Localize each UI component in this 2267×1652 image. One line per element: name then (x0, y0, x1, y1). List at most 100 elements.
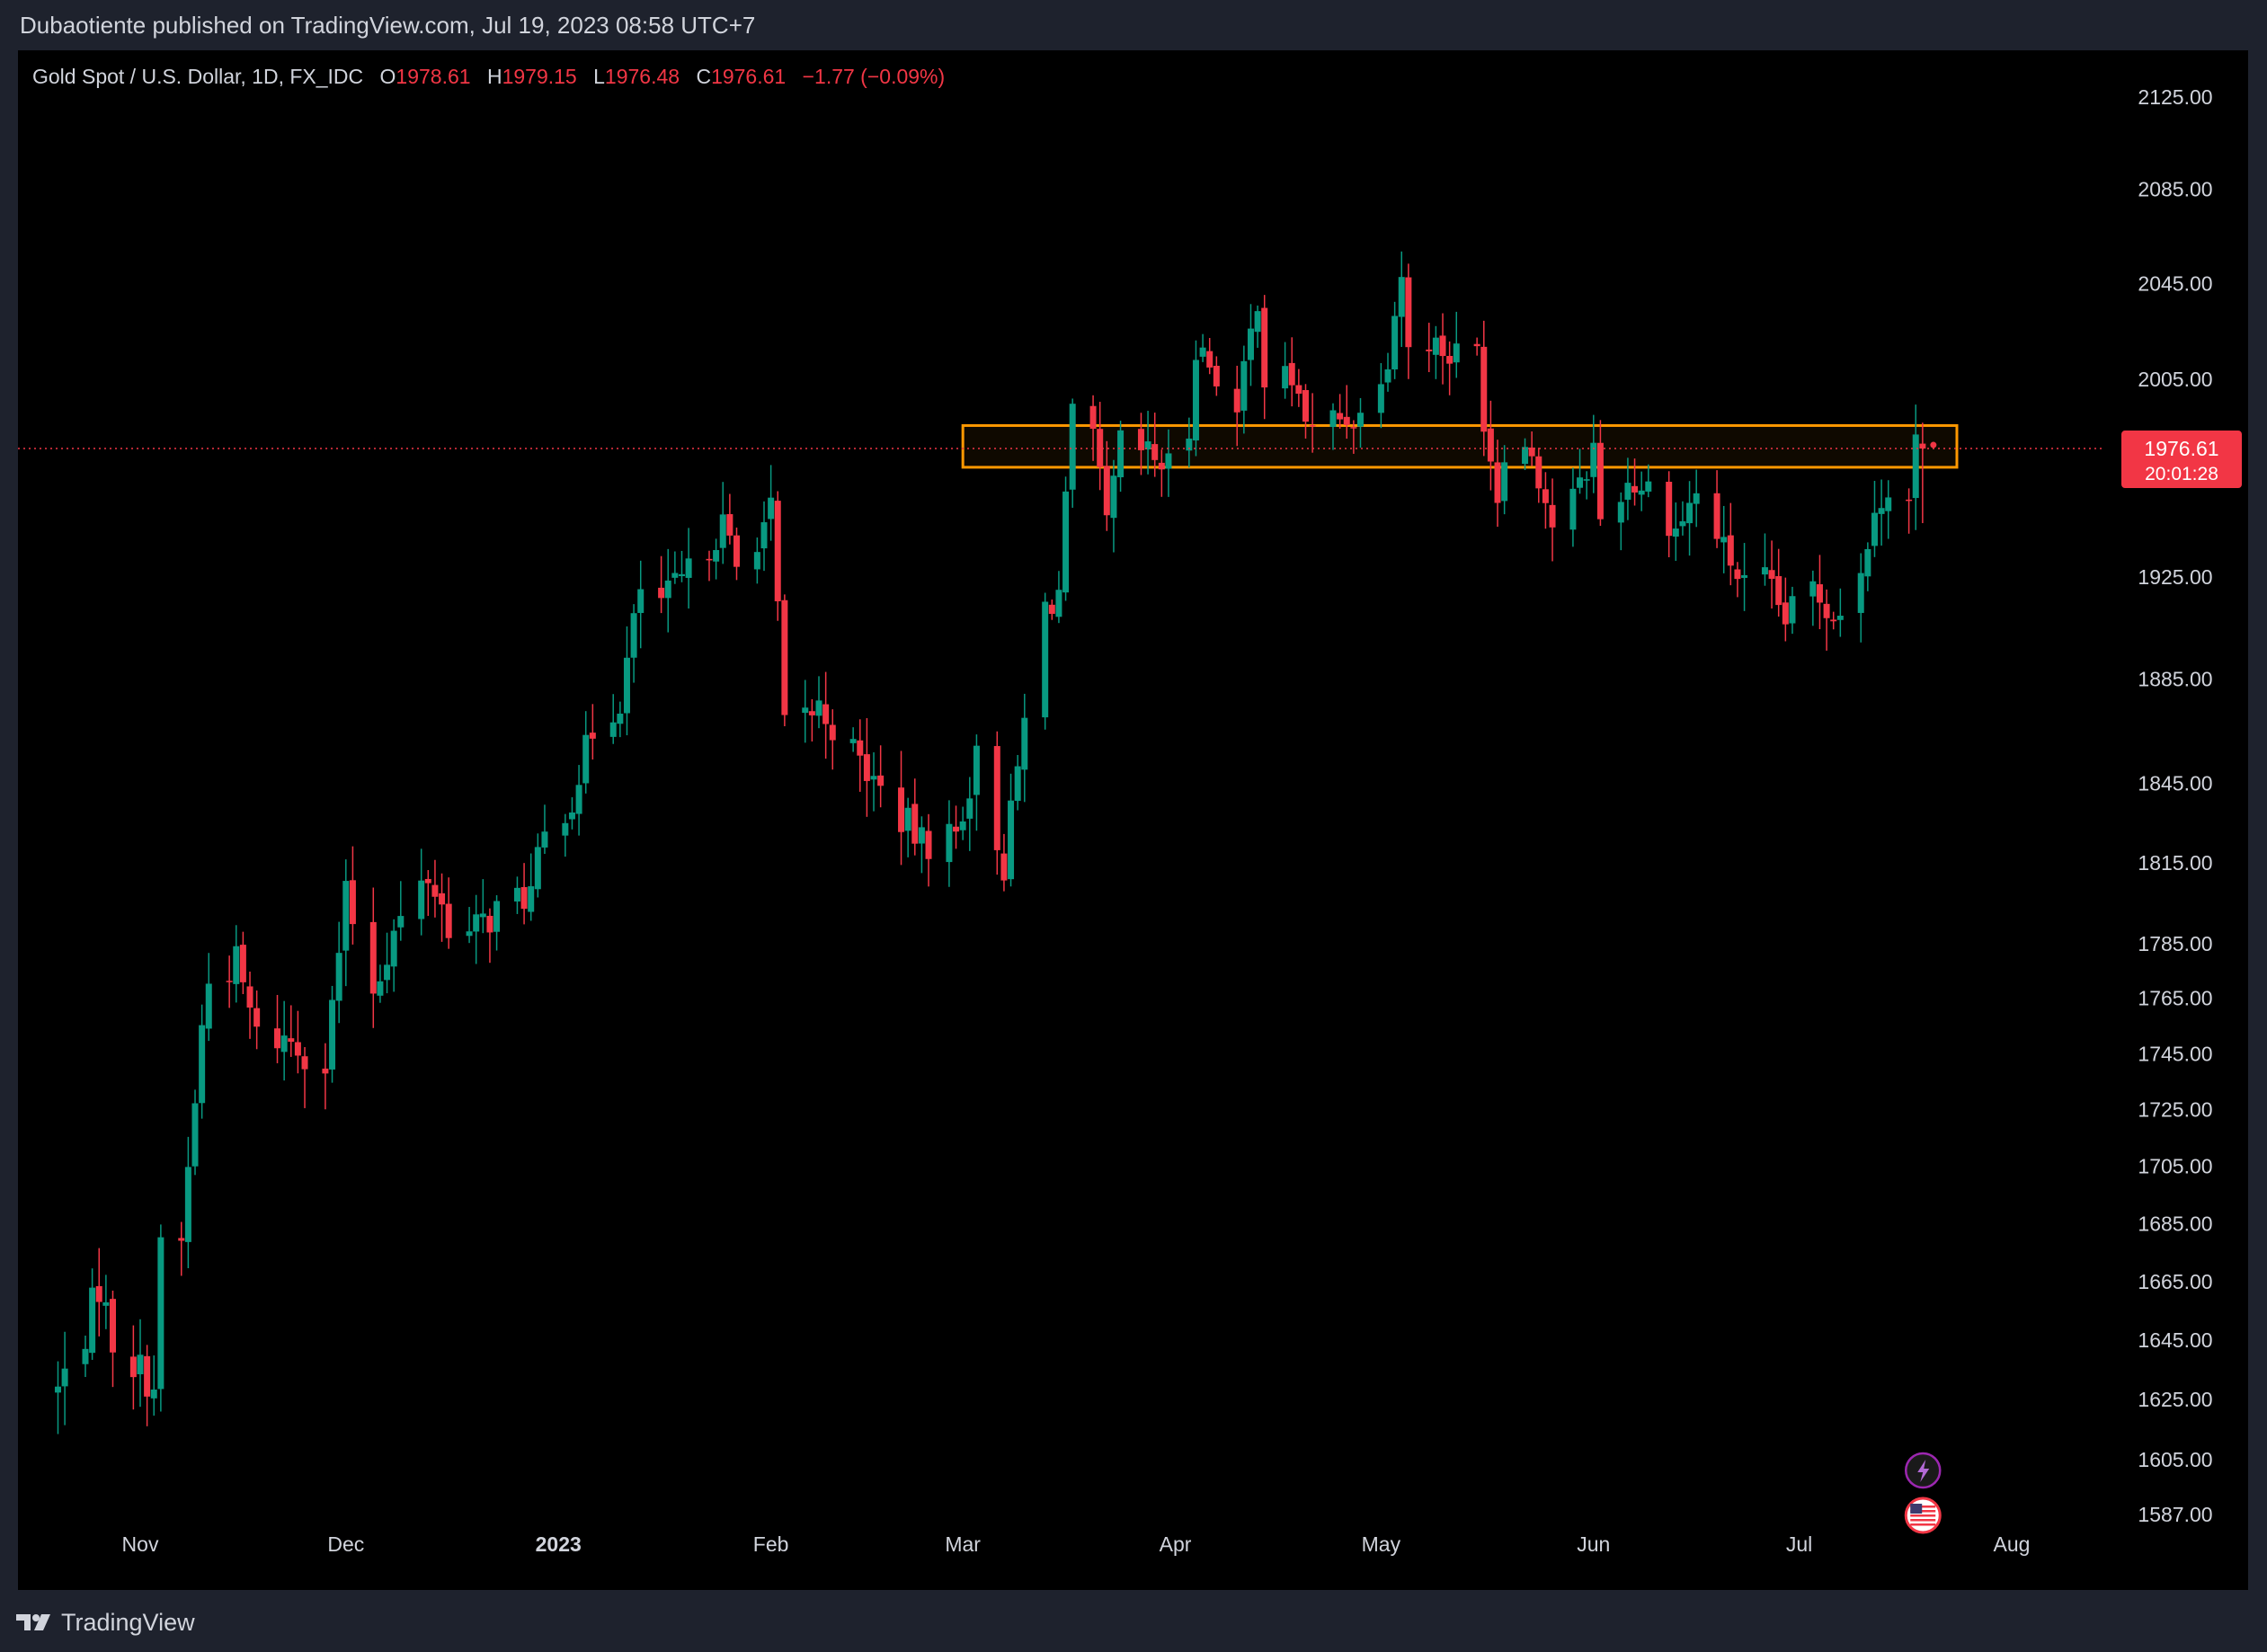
candle[interactable] (1186, 417, 1193, 468)
candle[interactable] (760, 501, 768, 572)
candle[interactable] (274, 994, 281, 1063)
candle[interactable] (486, 908, 493, 964)
candle[interactable] (1213, 356, 1220, 396)
candle[interactable] (1000, 833, 1008, 892)
candle[interactable] (1686, 481, 1694, 556)
candle[interactable] (493, 895, 501, 951)
tradingview-logo[interactable]: TradingView (16, 1608, 195, 1637)
candle[interactable] (150, 1355, 157, 1416)
resistance-zone[interactable] (961, 423, 1959, 469)
lightning-event-icon[interactable] (1904, 1452, 1942, 1489)
candle[interactable] (774, 491, 781, 621)
candle[interactable] (1391, 301, 1399, 379)
candle[interactable] (953, 805, 960, 849)
candle[interactable] (1089, 395, 1097, 461)
candle[interactable] (1165, 429, 1172, 497)
candle[interactable] (1809, 570, 1817, 626)
candle[interactable] (1295, 369, 1302, 407)
candle[interactable] (993, 731, 1000, 875)
candle[interactable] (1727, 502, 1734, 586)
candle[interactable] (1337, 394, 1344, 429)
candle[interactable] (1453, 311, 1460, 378)
candle[interactable] (609, 694, 617, 744)
candle[interactable] (1233, 365, 1240, 447)
candle[interactable] (1501, 445, 1508, 515)
candle[interactable] (1569, 467, 1577, 547)
candle[interactable] (1206, 338, 1214, 375)
candle[interactable] (1487, 400, 1494, 491)
candle[interactable] (102, 1275, 110, 1329)
candle[interactable] (863, 718, 870, 817)
candle[interactable] (1775, 548, 1782, 617)
candle[interactable] (541, 804, 548, 855)
candle[interactable] (849, 727, 857, 752)
candle[interactable] (1734, 562, 1741, 598)
candle[interactable] (1693, 469, 1700, 528)
candle[interactable] (528, 853, 535, 921)
candle[interactable] (904, 797, 911, 857)
candle[interactable] (568, 797, 575, 830)
candle[interactable] (1617, 492, 1624, 551)
candle[interactable] (424, 870, 431, 916)
candle[interactable] (870, 752, 877, 812)
candle[interactable] (1830, 611, 1837, 630)
candle[interactable] (1021, 693, 1028, 803)
candle[interactable] (513, 876, 520, 914)
candle[interactable] (630, 604, 637, 683)
candle[interactable] (253, 990, 261, 1050)
candle[interactable] (1836, 588, 1844, 637)
candle[interactable] (1377, 363, 1384, 429)
candle[interactable] (966, 777, 973, 851)
current-price-tag[interactable]: 1976.61 20:01:28 (2121, 431, 2242, 489)
candle[interactable] (199, 1004, 206, 1119)
candle[interactable] (1912, 404, 1919, 530)
candle[interactable] (239, 931, 246, 995)
candle[interactable] (753, 537, 760, 584)
candle[interactable] (1062, 476, 1070, 601)
candle[interactable] (719, 482, 726, 564)
candle[interactable] (685, 528, 692, 609)
candle[interactable] (1309, 393, 1316, 453)
candle[interactable] (1008, 773, 1015, 887)
candle[interactable] (1645, 464, 1652, 498)
candle[interactable] (226, 955, 233, 1008)
candle[interactable] (1871, 481, 1878, 557)
candle[interactable] (617, 701, 624, 738)
candle[interactable] (1823, 589, 1830, 651)
candle[interactable] (191, 1089, 199, 1176)
candlestick-chart[interactable]: 2125.00 2085.00 2045.00 2005.00 1925.00 1885.… (18, 50, 2248, 1590)
candle[interactable] (678, 550, 685, 582)
us-flag-event-icon[interactable] (1904, 1497, 1942, 1534)
candle[interactable] (1014, 755, 1021, 811)
candle[interactable] (335, 921, 342, 1024)
candle[interactable] (918, 816, 925, 874)
candle[interactable] (342, 859, 350, 987)
candle[interactable] (1282, 342, 1289, 399)
candle[interactable] (1356, 397, 1364, 449)
candle[interactable] (589, 704, 596, 760)
candle[interactable] (946, 800, 953, 887)
candle[interactable] (1672, 502, 1679, 562)
candle[interactable] (61, 1331, 68, 1426)
candle[interactable] (89, 1268, 96, 1360)
candle[interactable] (1426, 323, 1433, 373)
candle[interactable] (466, 907, 473, 944)
candle[interactable] (1343, 385, 1350, 440)
candle[interactable] (349, 846, 356, 945)
candle[interactable] (1878, 479, 1885, 546)
candle[interactable] (82, 1335, 89, 1378)
candle[interactable] (1596, 420, 1604, 527)
candle[interactable] (439, 873, 446, 942)
candle[interactable] (582, 711, 590, 794)
candle[interactable] (1117, 421, 1125, 493)
candle[interactable] (288, 1005, 295, 1057)
candle[interactable] (1158, 449, 1165, 497)
candle[interactable] (178, 1221, 185, 1276)
candle[interactable] (658, 555, 665, 614)
candle[interactable] (431, 859, 439, 918)
candle[interactable] (822, 671, 830, 759)
candle[interactable] (1741, 543, 1748, 611)
candle[interactable] (1761, 533, 1768, 586)
candle[interactable] (479, 879, 486, 934)
candle[interactable] (1857, 553, 1864, 643)
